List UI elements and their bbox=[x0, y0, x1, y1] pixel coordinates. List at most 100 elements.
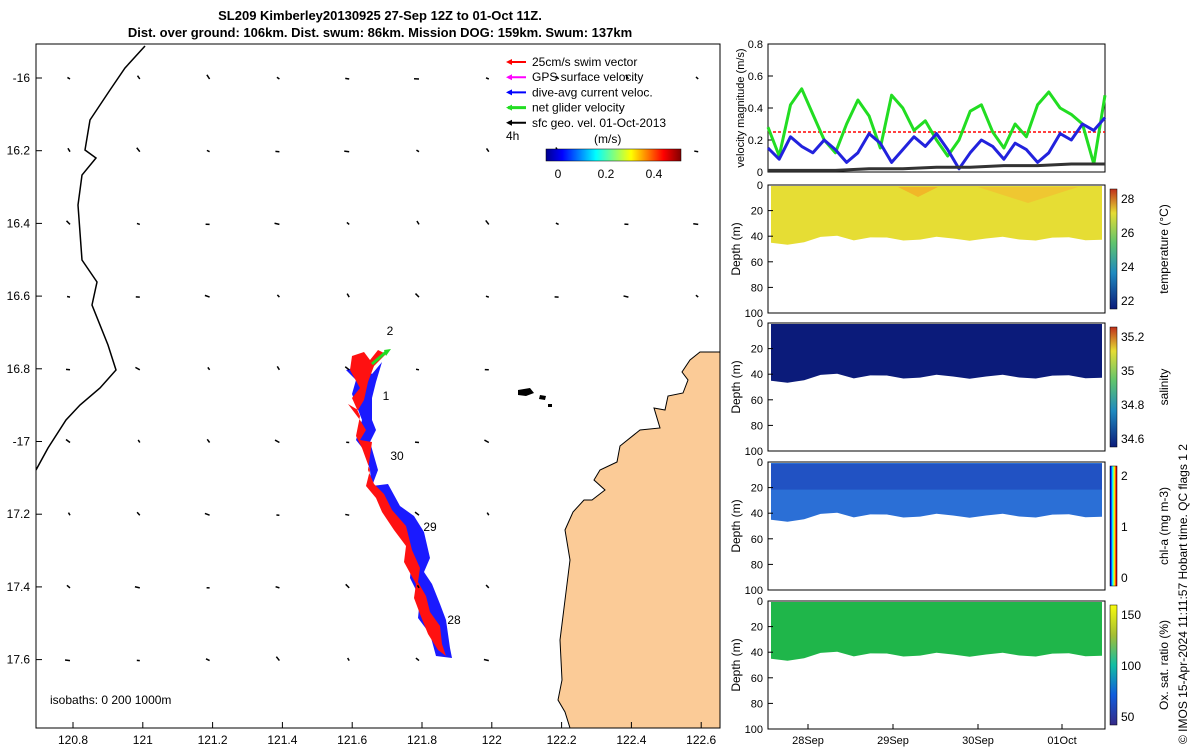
vector-arrow bbox=[67, 512, 71, 516]
vector-arrow bbox=[206, 438, 211, 443]
legend-time-label: 4h bbox=[506, 129, 519, 143]
vector-arrow bbox=[345, 513, 350, 516]
map-xtick-label: 121 bbox=[133, 733, 153, 747]
map-xtick-label: 121.8 bbox=[407, 733, 437, 747]
profile-panel: 0 20 40 60 80 100 Depth (m) 150 100 50 Ox. sat. ra… bbox=[729, 596, 1171, 736]
profile-ytick-label: 20 bbox=[751, 483, 763, 495]
date-tick-label: 28Sep bbox=[792, 735, 824, 747]
vector-arrow bbox=[414, 511, 420, 516]
map-ytick-label: 16.8 bbox=[7, 362, 31, 376]
legend-item-label: GPS surface velocity bbox=[532, 70, 643, 84]
vel-series-line bbox=[766, 116, 1107, 171]
profile-ytick-label: 80 bbox=[751, 559, 763, 571]
profile-colorbar bbox=[1109, 326, 1118, 448]
speed-colorbar bbox=[545, 148, 682, 162]
legend-item-label: net glider velocity bbox=[532, 101, 625, 115]
colorbar-label: salinity bbox=[1157, 369, 1171, 406]
legend-units: (m/s) bbox=[594, 132, 621, 146]
vector-arrow bbox=[65, 220, 71, 225]
profile-ytick-label: 80 bbox=[751, 698, 763, 710]
vector-arrow bbox=[483, 658, 489, 662]
legend-arrowhead bbox=[506, 59, 512, 65]
vector-arrow bbox=[693, 223, 699, 226]
vector-arrow bbox=[136, 75, 141, 80]
vector-arrow bbox=[555, 75, 560, 80]
vector-arrow bbox=[206, 74, 211, 80]
vector-arrow bbox=[416, 584, 420, 589]
colorbar-tick-label: 35 bbox=[1121, 364, 1135, 378]
map-axes: 120.8 121 121.2 121.4 121.6 121.8 122 122.2 122.… bbox=[7, 71, 717, 747]
profile-data-region bbox=[771, 602, 1102, 661]
profile-ytick-label: 100 bbox=[745, 308, 763, 320]
vector-arrow bbox=[274, 439, 280, 444]
glider-track-blue bbox=[346, 362, 452, 658]
colorbar-tick-label: 0 bbox=[555, 167, 562, 181]
profile-ytick-label: 40 bbox=[751, 647, 763, 659]
vector-arrow bbox=[276, 366, 281, 371]
vel-ytick-label: 0.2 bbox=[748, 135, 763, 147]
profile-ytick-label: 60 bbox=[751, 257, 763, 269]
profile-panel: 0 20 40 60 80 100 Depth (m) 2 1 0 chl-a (mg m-3) bbox=[729, 457, 1171, 597]
vector-arrow bbox=[275, 656, 280, 662]
vector-arrow bbox=[67, 147, 71, 153]
map-xtick-label: 122.4 bbox=[616, 733, 646, 747]
vector-arrow bbox=[415, 368, 420, 371]
vector-arrow bbox=[136, 222, 141, 226]
map-ytick-label: 16.6 bbox=[7, 289, 31, 303]
map-xtick-label: 122 bbox=[482, 733, 502, 747]
profile-data-region bbox=[771, 324, 1102, 383]
colorbar-tick-label: 50 bbox=[1121, 710, 1135, 724]
vector-arrow bbox=[344, 366, 350, 371]
date-tick-label: 01Oct bbox=[1047, 735, 1076, 747]
vector-arrow bbox=[695, 294, 699, 298]
vel-ytick-label: 0 bbox=[757, 167, 763, 179]
colorbar-tick-label: 34.8 bbox=[1121, 398, 1145, 412]
legend-item-label: sfc geo. vel. 01-Oct-2013 bbox=[532, 116, 666, 130]
vector-arrow bbox=[204, 512, 210, 516]
chl-surface-band bbox=[771, 464, 1102, 490]
date-tick-label: 30Sep bbox=[962, 735, 994, 747]
colorbar-tick-label: 1 bbox=[1121, 520, 1128, 534]
legend-arrowhead bbox=[506, 74, 512, 81]
vector-arrow bbox=[416, 149, 420, 153]
profile-ytick-label: 100 bbox=[745, 724, 763, 736]
vector-arrow bbox=[345, 583, 350, 589]
vector-arrow bbox=[206, 149, 210, 153]
vector-arrow bbox=[347, 657, 350, 661]
profile-ytick-label: 40 bbox=[751, 231, 763, 243]
map-ytick-label: 16.4 bbox=[7, 216, 31, 230]
day-label: 2 bbox=[387, 324, 394, 338]
vector-arrow bbox=[135, 366, 141, 371]
vector-arrow bbox=[485, 147, 490, 153]
vector-arrow bbox=[414, 293, 420, 298]
map-ytick-label: 17.4 bbox=[7, 580, 31, 594]
vector-arrow bbox=[346, 293, 350, 298]
vector-arrow bbox=[346, 221, 350, 225]
profile-ytick-label: 60 bbox=[751, 673, 763, 685]
date-tick-label: 29Sep bbox=[877, 735, 909, 747]
profile-ylabel: Depth (m) bbox=[729, 360, 743, 413]
map-ytick-label: 17.6 bbox=[7, 653, 31, 667]
vel-ytick-label: 0.6 bbox=[748, 71, 763, 83]
profile-ytick-label: 20 bbox=[751, 344, 763, 356]
vector-arrow bbox=[484, 439, 490, 444]
legend-item-label: 25cm/s swim vector bbox=[532, 55, 637, 69]
isobaths-label: isobaths: 0 200 1000m bbox=[50, 693, 171, 707]
profile-ytick-label: 0 bbox=[757, 318, 763, 330]
legend-arrowhead bbox=[506, 104, 512, 111]
vector-arrow bbox=[137, 439, 141, 443]
colorbar-tick-label: 24 bbox=[1121, 260, 1135, 274]
legend-arrowhead bbox=[506, 119, 512, 126]
vector-arrow bbox=[485, 77, 490, 80]
profile-ytick-label: 0 bbox=[757, 180, 763, 192]
vector-arrow bbox=[344, 150, 350, 153]
profile-ytick-label: 20 bbox=[751, 206, 763, 218]
colorbar-tick-label: 28 bbox=[1121, 192, 1135, 206]
vel-ylabel: velocity magnitude (m/s) bbox=[735, 48, 747, 167]
warm-patch bbox=[978, 187, 1078, 203]
vector-arrow bbox=[205, 658, 210, 662]
current-vector-field bbox=[64, 74, 699, 662]
